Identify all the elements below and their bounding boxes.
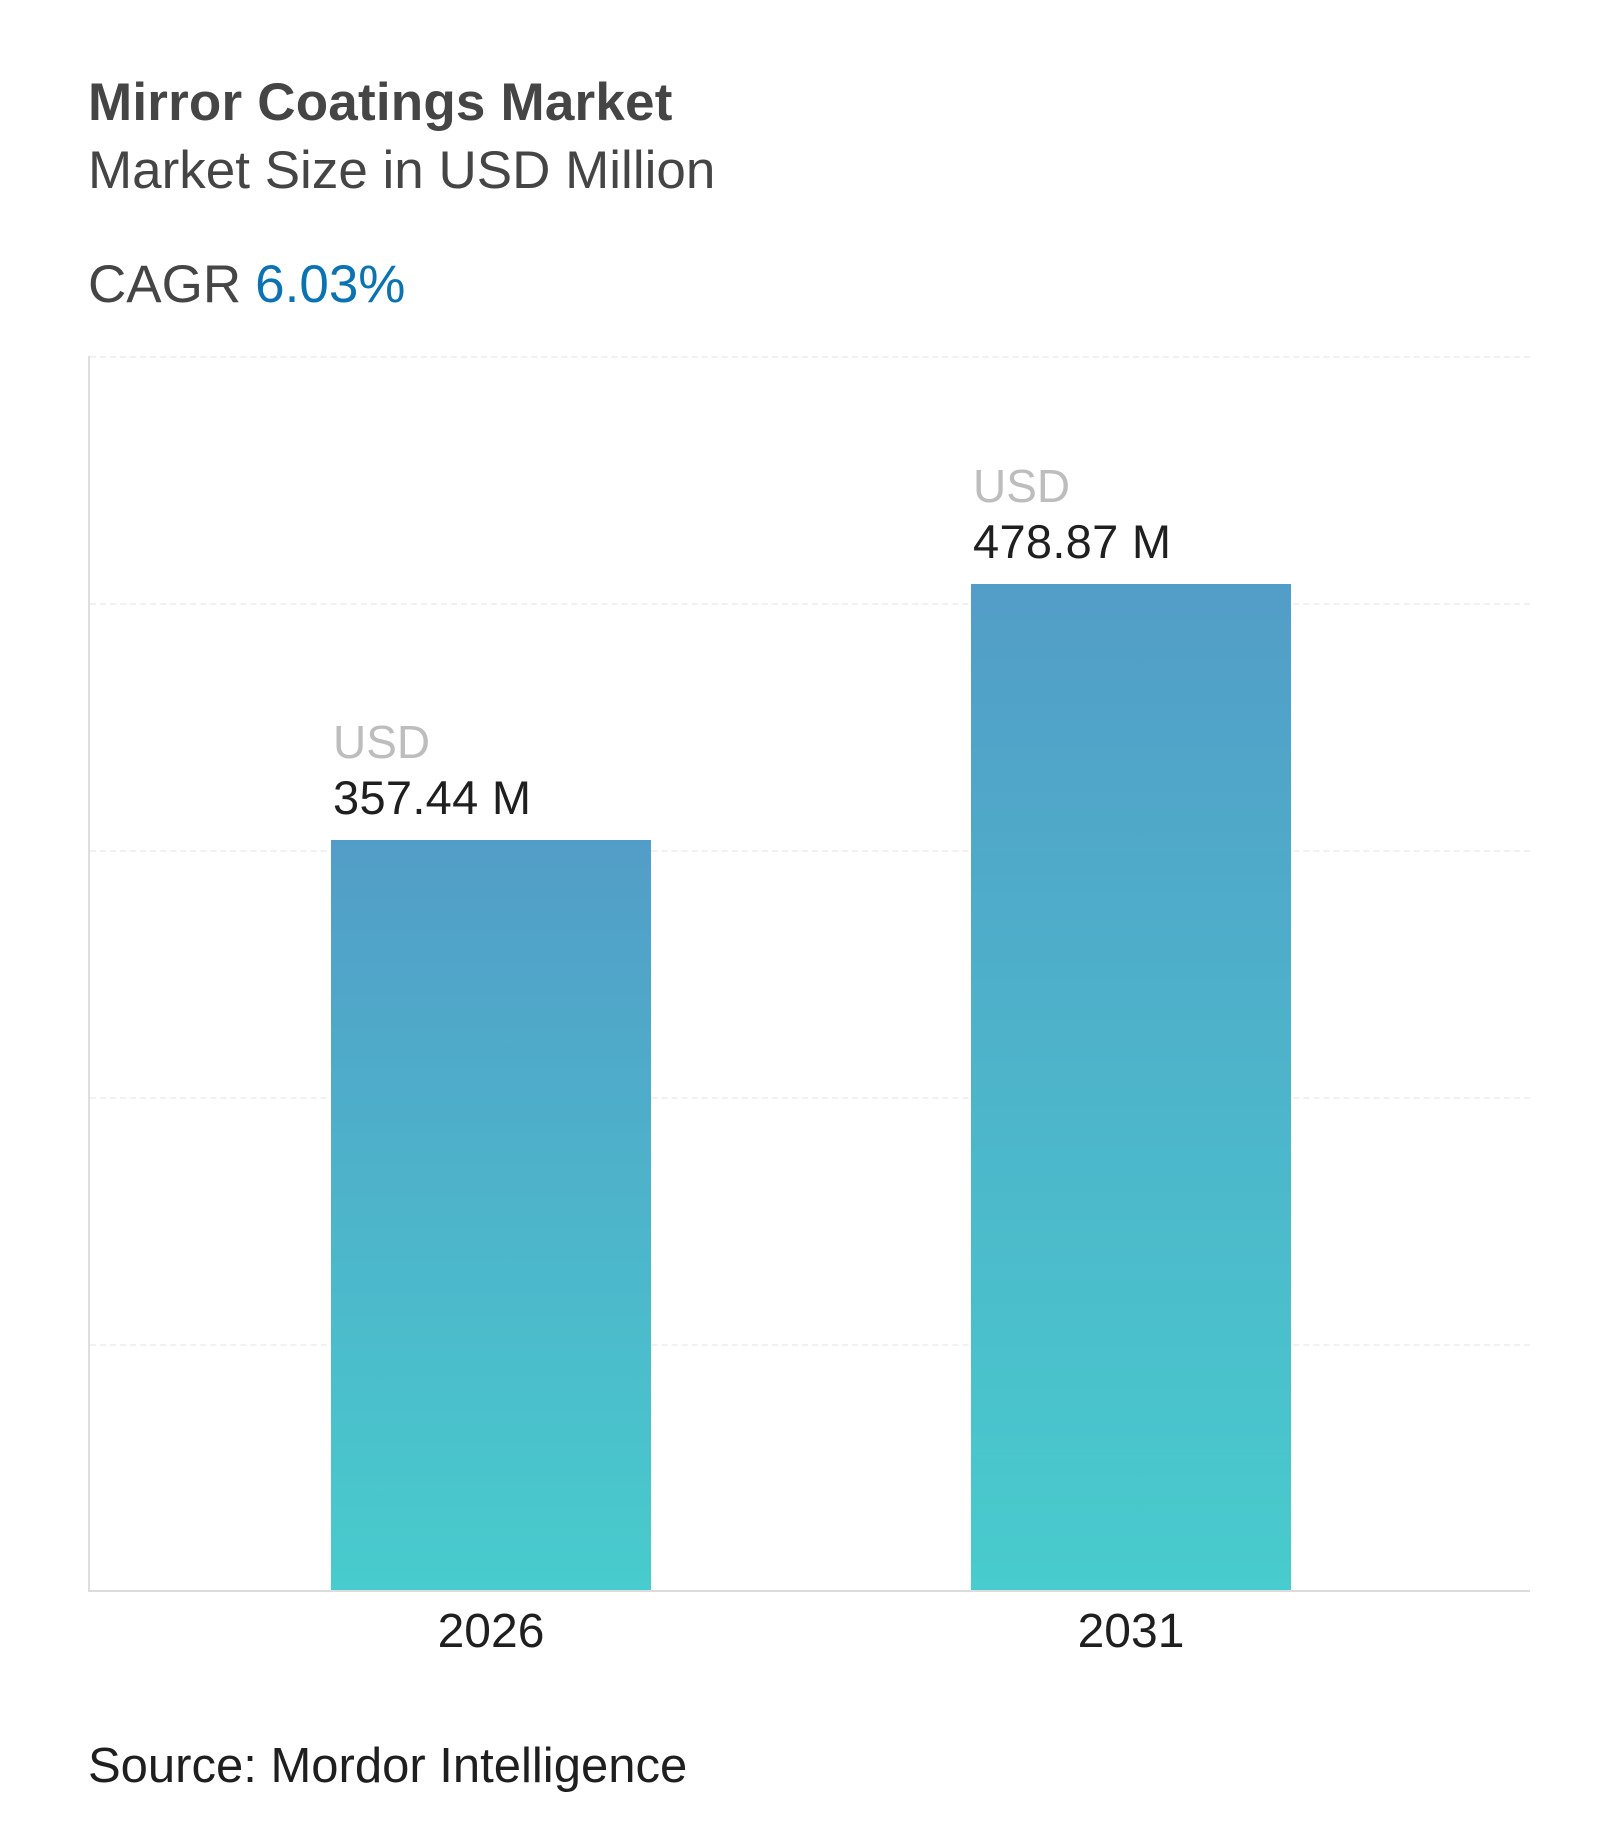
gridline	[90, 1097, 1530, 1099]
unit-label: USD	[973, 460, 1071, 512]
gridline	[90, 603, 1530, 605]
bar-2031	[971, 584, 1291, 1592]
cagr-label: CAGR	[88, 255, 242, 314]
value-label: 357.44 M	[333, 771, 532, 824]
value-label: 478.87 M	[973, 515, 1172, 568]
chart-subtitle: Market Size in USD Million	[88, 141, 716, 200]
bar-2026	[331, 840, 651, 1592]
chart-title: Mirror Coatings Market	[88, 73, 673, 132]
source-note: Source: Mordor Intelligence	[88, 1739, 688, 1793]
gridline	[90, 850, 1530, 852]
unit-label: USD	[333, 716, 431, 768]
gridline	[90, 356, 1530, 358]
bar-label-2026: USD 357.44 M	[333, 714, 531, 826]
x-tick-2026: 2026	[437, 1605, 545, 1658]
cagr-value: 6.03%	[255, 255, 406, 314]
x-tick-2031: 2031	[1077, 1605, 1185, 1658]
bar-label-2031: USD 478.87 M	[973, 458, 1171, 570]
x-axis	[88, 1590, 1530, 1592]
plot-area	[88, 356, 1530, 1592]
cagr: CAGR 6.03%	[88, 254, 405, 316]
gridline	[90, 1344, 1530, 1346]
y-axis	[88, 356, 90, 1592]
